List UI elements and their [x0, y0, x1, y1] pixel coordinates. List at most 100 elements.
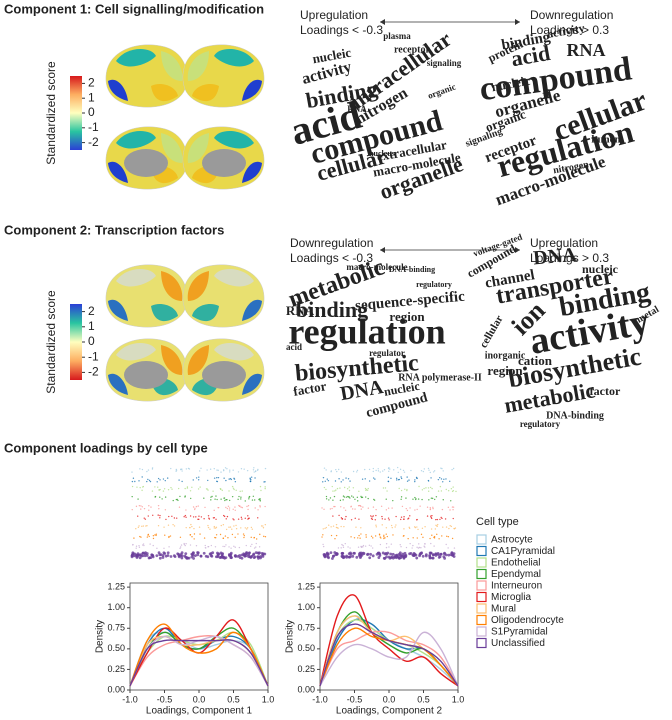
strip-dot: [172, 554, 176, 558]
strip-dot: [400, 516, 403, 518]
legend-label: S1Pyramidal: [491, 627, 548, 638]
strip-dot: [444, 518, 447, 520]
strip-dot: [219, 533, 222, 536]
strip-dot: [405, 546, 408, 549]
strip-dot: [397, 552, 401, 556]
strip-dot: [381, 524, 383, 526]
strip-dot: [247, 508, 249, 511]
legend-label: Astrocyte: [491, 535, 533, 546]
brain-region: [187, 51, 209, 81]
strip-dot: [348, 486, 350, 488]
strip-dot: [437, 478, 440, 481]
brain-region: [116, 49, 156, 67]
strip-dot: [383, 534, 385, 537]
strip-dot: [414, 479, 416, 481]
brain-region: [242, 373, 262, 395]
strip-dot: [232, 508, 234, 510]
strip-dot: [451, 506, 454, 508]
strip-dot: [387, 507, 390, 509]
x-tick-label: -0.5: [347, 694, 363, 704]
strip-dot: [234, 536, 236, 539]
strip-dot: [142, 543, 145, 545]
strip-dot: [163, 488, 166, 490]
strip-dot: [231, 495, 234, 498]
legend-label: Ependymal: [491, 569, 541, 580]
strip-dot: [385, 509, 388, 511]
cloud-word: nucleic: [383, 379, 422, 399]
legend-label: Microglia: [491, 592, 531, 603]
strip-dot: [147, 469, 150, 471]
strip-dot: [370, 545, 372, 547]
strip-dot: [184, 544, 186, 547]
strip-dot: [415, 556, 419, 560]
strip-dot: [213, 467, 215, 470]
strip-dot: [429, 508, 432, 511]
y-axis-title: Density: [285, 620, 296, 653]
legend-swatch: [476, 557, 487, 568]
strip-dot: [189, 490, 192, 492]
strip-dot: [327, 479, 330, 482]
strip-dot: [390, 555, 394, 559]
legend-label: Interneuron: [491, 581, 542, 592]
y-tick-label: 0.00: [107, 684, 125, 694]
brain-medial: [202, 149, 246, 177]
strip-dot: [161, 554, 165, 557]
strip-dot: [393, 469, 395, 471]
strip-dot: [329, 551, 333, 555]
strip-dot: [418, 546, 421, 549]
strip-dot: [226, 507, 229, 510]
strip-dot: [141, 476, 143, 478]
legend-title: Cell type: [476, 516, 519, 528]
strip-dot: [240, 506, 242, 508]
strip-dot: [240, 498, 242, 500]
strip-dot: [338, 478, 340, 480]
strip-dot: [432, 553, 435, 557]
strip-dot: [377, 468, 379, 470]
strip-dot: [226, 468, 228, 470]
strip-dot: [427, 467, 430, 470]
strip-dot: [330, 470, 333, 472]
strip-dot: [323, 467, 326, 469]
strip-dot: [450, 488, 453, 490]
strip-dot: [190, 523, 192, 526]
strip-dot: [447, 490, 450, 492]
strip-dot: [421, 554, 425, 558]
strip-dot: [260, 525, 263, 527]
strip-dot: [252, 556, 256, 560]
strip-dot: [366, 552, 370, 556]
strip-dot: [203, 537, 206, 539]
strip-dot: [178, 506, 181, 508]
brain-region: [161, 51, 183, 81]
y-tick-label: 1.00: [297, 602, 315, 612]
strip-dot: [425, 487, 427, 489]
strip-dot: [145, 552, 149, 555]
strip-dot: [164, 509, 167, 511]
strip-dot: [417, 547, 420, 549]
strip-dot: [262, 525, 264, 527]
strip-dot: [132, 543, 134, 546]
strip-dot: [440, 467, 442, 469]
strip-dot: [240, 556, 244, 560]
strip-dot: [240, 496, 242, 498]
strip-dot: [396, 479, 398, 481]
strip-dot: [441, 508, 444, 511]
strip-dot: [264, 536, 267, 538]
strip-dot: [171, 515, 173, 517]
strip-dot: [414, 509, 416, 511]
strip-dot: [370, 515, 372, 517]
strip-dot: [138, 525, 140, 527]
strip-dot: [141, 489, 143, 492]
colorbar-tick-label: 0: [88, 334, 95, 348]
strip-dot: [399, 544, 401, 546]
strip-dot: [452, 509, 454, 511]
strip-dot: [388, 519, 390, 521]
strip-dot: [392, 534, 394, 536]
strip-dot: [198, 515, 200, 517]
strip-dot: [186, 487, 189, 489]
strip-dot: [443, 552, 446, 556]
strip-dot: [446, 535, 448, 537]
strip-dot: [343, 486, 346, 489]
density-line: [319, 594, 459, 687]
brain-region: [116, 269, 156, 287]
strip-dot: [387, 476, 390, 478]
